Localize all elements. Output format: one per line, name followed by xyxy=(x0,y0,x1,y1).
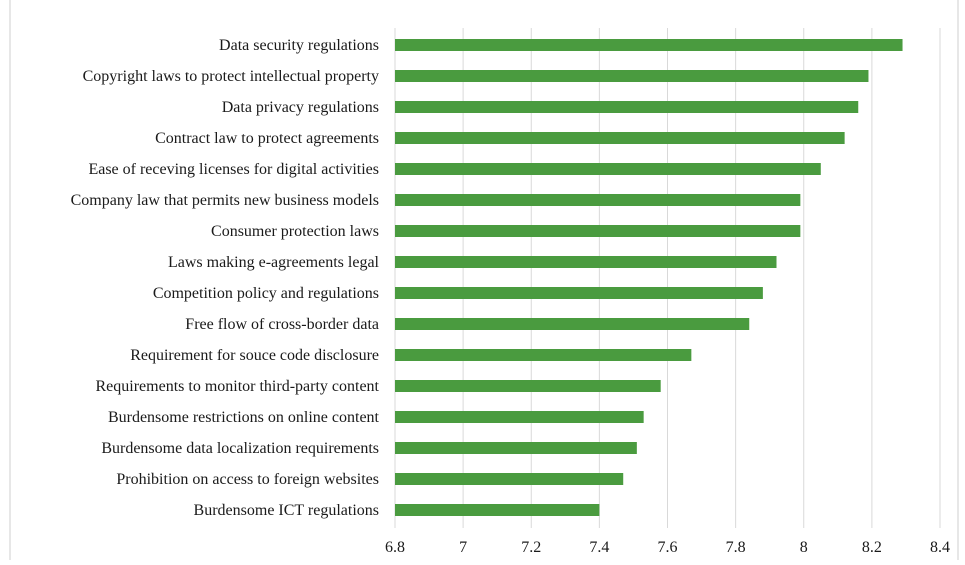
category-label: Ease of receving licenses for digital ac… xyxy=(88,161,379,178)
category-label: Burdensome data localization requirement… xyxy=(101,440,379,457)
category-label: Contract law to protect agreements xyxy=(155,130,379,147)
category-label: Requirement for souce code disclosure xyxy=(130,347,379,364)
bar xyxy=(395,225,801,237)
bar xyxy=(395,287,763,299)
category-label: Laws making e-agreements legal xyxy=(168,254,380,271)
category-label: Data privacy regulations xyxy=(222,99,379,116)
x-tick-label: 7.4 xyxy=(589,539,609,556)
category-label: Free flow of cross-border data xyxy=(185,316,379,333)
bar xyxy=(395,194,801,206)
x-tick-label: 7.2 xyxy=(521,539,541,556)
bar xyxy=(395,101,859,113)
x-tick-label: 6.8 xyxy=(385,539,405,556)
bar xyxy=(395,39,903,51)
bar xyxy=(395,442,637,454)
bar xyxy=(395,70,869,82)
category-label: Company law that permits new business mo… xyxy=(71,192,379,209)
x-tick-label: 7.8 xyxy=(726,539,746,556)
bar xyxy=(395,132,845,144)
category-label: Burdensome restrictions on online conten… xyxy=(108,409,380,426)
category-label: Burdensome ICT regulations xyxy=(194,502,379,519)
category-label: Prohibition on access to foreign website… xyxy=(116,471,379,488)
category-label: Data security regulations xyxy=(219,37,379,54)
bar xyxy=(395,473,624,485)
category-label: Competition policy and regulations xyxy=(153,285,379,302)
x-tick-label: 8 xyxy=(800,539,808,556)
category-label: Copyright laws to protect intellectual p… xyxy=(83,68,379,85)
x-tick-label: 8.2 xyxy=(862,539,882,556)
x-tick-label: 7 xyxy=(459,539,467,556)
bar xyxy=(395,349,692,361)
bar xyxy=(395,380,661,392)
bar xyxy=(395,318,750,330)
bar xyxy=(395,163,821,175)
category-labels: Data security regulations Copyright laws … xyxy=(71,37,380,519)
category-label: Consumer protection laws xyxy=(211,223,379,240)
x-tick-label: 8.4 xyxy=(930,539,950,556)
bar xyxy=(395,411,644,423)
x-axis-tick-labels: 6.8 7 7.2 7.4 7.6 7.8 8 8.2 8.4 xyxy=(385,539,950,556)
bars xyxy=(395,39,903,516)
x-tick-label: 7.6 xyxy=(658,539,678,556)
bar xyxy=(395,504,600,516)
category-label: Requirements to monitor third-party cont… xyxy=(96,378,380,395)
bar xyxy=(395,256,777,268)
